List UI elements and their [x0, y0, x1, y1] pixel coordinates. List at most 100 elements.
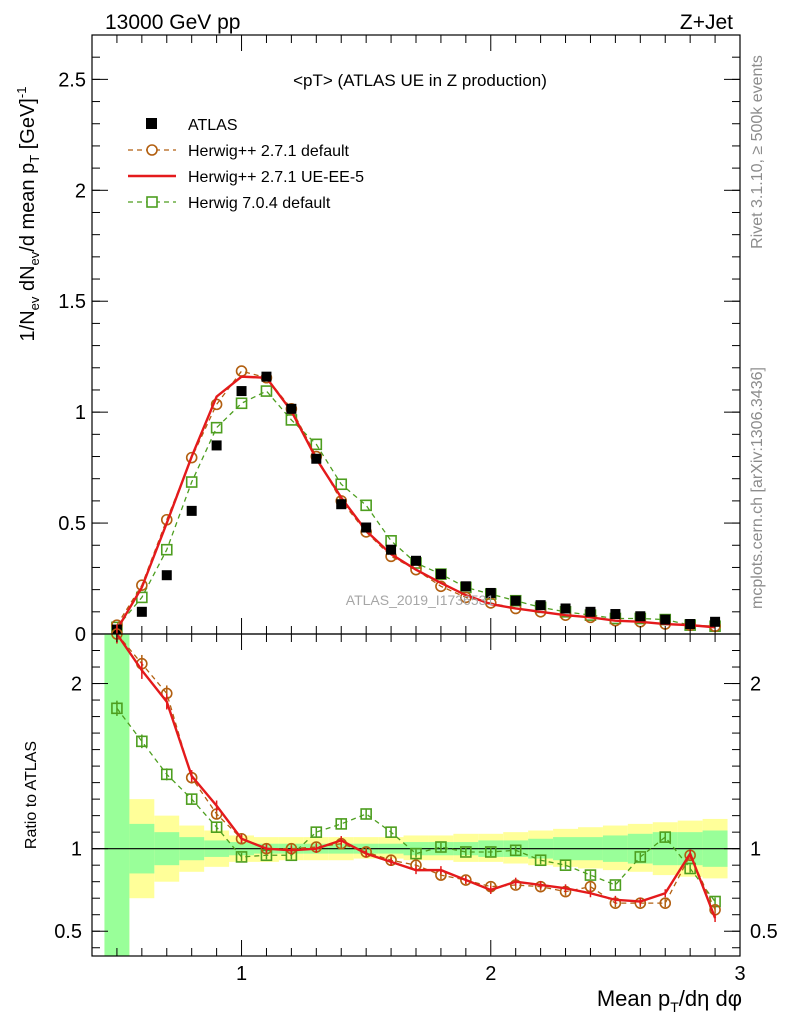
ratio-y-tick-label: 0.5	[54, 921, 82, 943]
legend: ATLAS Herwig++ 2.7.1 default Herwig++ 2.7.…	[128, 117, 364, 212]
data-point-atlas	[610, 609, 621, 620]
ratio-y-tick-label-right: 2	[750, 674, 761, 696]
header-right: Z+Jet	[680, 11, 733, 34]
ratio-axes: 0.5 0.5 1 1 2 2 1 2 3	[54, 634, 778, 985]
main-ylabel: 1/Nev dNev/d mean pT [GeV]-1	[14, 87, 42, 342]
data-point-square	[210, 821, 223, 834]
ratio-band-green	[104, 634, 130, 956]
y-tick-label: 0	[75, 624, 86, 646]
data-point-circle	[136, 579, 148, 591]
legend-label: ATLAS	[188, 117, 238, 134]
data-point-square	[210, 421, 223, 434]
x-tick-label: 3	[734, 963, 745, 985]
data-point-atlas	[585, 606, 596, 617]
main-panel: ATLAS_2019_I1736531 0 0.5 1 1.5 2 2.5 <pT> (A…	[58, 34, 741, 646]
data-point-atlas	[660, 614, 671, 625]
ratio-ylabel: Ratio to ATLAS	[23, 741, 40, 849]
data-point-atlas	[386, 544, 397, 555]
data-point-atlas	[635, 611, 646, 622]
legend-label: Herwig++ 2.7.1 UE-EE-5	[188, 169, 364, 186]
data-point-square	[385, 826, 397, 838]
ratio-data-layer	[92, 624, 740, 956]
data-point-atlas	[685, 619, 696, 630]
data-point-square	[360, 808, 372, 820]
data-point-atlas	[236, 386, 247, 397]
data-point-atlas	[136, 606, 147, 617]
data-point-square	[360, 499, 372, 512]
y-tick-label: 0.5	[58, 513, 86, 535]
y-tick-label: 2	[75, 180, 86, 202]
main-axes: 0 0.5 1 1.5 2 2.5	[58, 35, 741, 646]
data-point-square	[460, 846, 472, 858]
data-point-atlas	[286, 403, 297, 414]
ratio-y-tick-label-right: 0.5	[750, 921, 778, 943]
data-point-atlas	[336, 499, 347, 510]
data-point-square	[335, 818, 348, 830]
series-line	[115, 633, 717, 919]
data-point-atlas	[510, 595, 521, 606]
ratio-y-tick-label: 2	[71, 674, 82, 696]
main-data-layer	[111, 365, 721, 635]
data-point-circle	[659, 897, 672, 909]
data-point-circle	[185, 451, 198, 464]
header-left: 13000 GeV pp	[105, 11, 240, 34]
legend-marker-atlas	[146, 118, 157, 129]
data-point-square	[435, 841, 447, 853]
data-point-atlas	[560, 603, 571, 614]
data-point-atlas	[261, 371, 272, 382]
data-point-square	[185, 793, 198, 805]
data-point-circle	[235, 365, 248, 377]
data-point-atlas	[460, 581, 471, 592]
data-point-square	[310, 826, 323, 838]
legend-marker-circle	[146, 144, 158, 156]
data-point-square	[609, 879, 622, 891]
data-point-atlas	[435, 569, 446, 580]
y-tick-label: 1	[75, 402, 86, 424]
series-line	[115, 375, 716, 631]
data-point-square	[185, 476, 198, 488]
data-point-circle	[235, 832, 248, 845]
data-point-atlas	[311, 453, 322, 464]
data-point-atlas	[411, 555, 421, 566]
x-tick-label: 2	[485, 963, 496, 985]
data-point-atlas	[710, 616, 721, 627]
data-point-atlas	[161, 570, 172, 581]
y-tick-label: 2.5	[58, 69, 86, 91]
data-point-square	[136, 735, 148, 748]
data-point-square	[659, 831, 672, 843]
legend-marker-square	[146, 196, 158, 208]
data-point-square	[484, 846, 497, 858]
data-point-square	[559, 859, 572, 871]
y-tick-label: 1.5	[58, 291, 86, 313]
data-point-square	[111, 702, 123, 715]
main-title: <pT> (ATLAS UE in Z production)	[293, 71, 547, 90]
data-point-atlas	[186, 505, 197, 516]
x-tick-label: 1	[236, 963, 247, 985]
x-axis-label: Mean pT/dη dφ	[597, 986, 742, 1015]
data-point-square	[584, 869, 597, 881]
ratio-y-tick-label: 1	[71, 839, 82, 861]
data-point-square	[509, 844, 522, 857]
data-point-square	[310, 438, 323, 451]
data-point-square	[235, 851, 248, 863]
data-point-square	[410, 847, 422, 860]
series-line	[116, 370, 716, 627]
watermark: ATLAS_2019_I1736531	[346, 592, 495, 608]
data-point-atlas	[361, 522, 372, 533]
data-point-square	[634, 851, 647, 863]
data-point-square	[160, 768, 173, 781]
data-point-square	[260, 385, 273, 397]
legend-label: Herwig++ 2.7.1 default	[188, 143, 350, 160]
legend-label: Herwig 7.0.4 default	[188, 195, 331, 212]
ratio-y-tick-label-right: 1	[750, 839, 761, 861]
ratio-panel: 0.5 0.5 1 1 2 2 1 2 3	[54, 624, 778, 985]
data-point-atlas	[485, 587, 496, 598]
rivet-label: Rivet 3.1.10, ≥ 500k events	[749, 55, 766, 249]
mcplots-label: mcplots.cern.ch [arXiv:1306.3436]	[749, 367, 766, 609]
data-point-square	[534, 854, 547, 867]
data-point-circle	[460, 874, 472, 886]
data-point-atlas	[211, 440, 222, 451]
data-point-square	[335, 478, 348, 491]
data-point-atlas	[535, 600, 546, 611]
